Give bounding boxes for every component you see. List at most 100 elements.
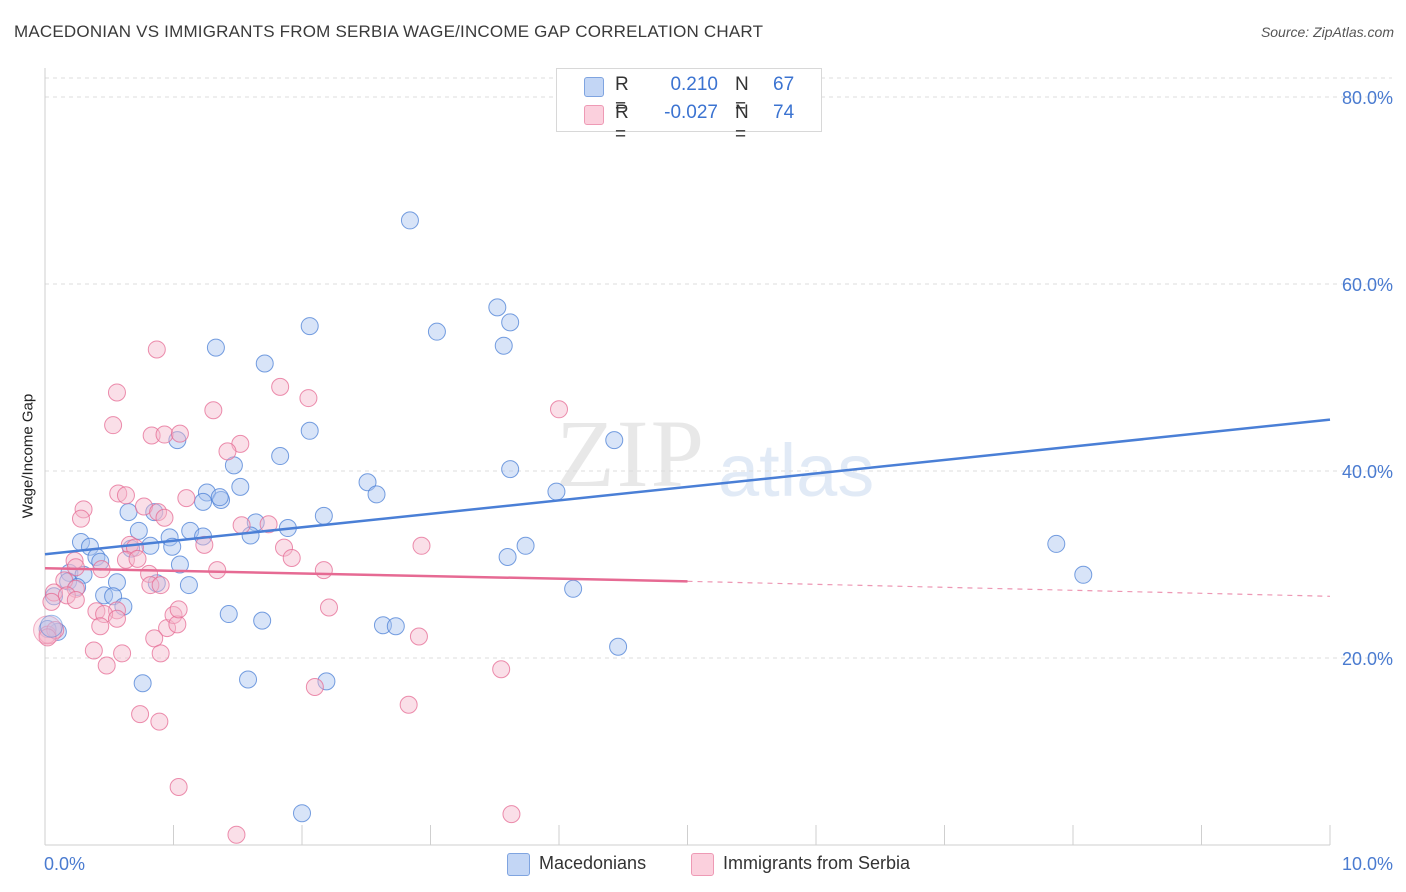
data-point-serbia [169,600,188,619]
data-point-serbia [314,561,333,580]
data-point-serbia [319,598,338,617]
data-point-macedonians [194,492,213,511]
data-point-serbia [164,605,183,624]
data-point-serbia [275,538,294,557]
data-point-serbia [151,644,170,663]
data-point-serbia [299,389,318,408]
data-point-macedonians [501,313,520,332]
watermark-zip: ZIP [556,400,706,507]
data-point-macedonians [1047,534,1066,553]
data-point-serbia [150,712,169,731]
data-point-serbia [170,424,189,443]
data-point-serbia [97,656,116,675]
data-point-macedonians [300,317,319,336]
data-point-serbia [177,489,196,508]
chart-title: MACEDONIAN VS IMMIGRANTS FROM SERBIA WAG… [14,22,764,41]
data-point-serbia [42,592,61,611]
data-point-serbia [116,486,135,505]
data-point-macedonians [564,579,583,598]
data-point-macedonians [498,548,517,567]
x-tick-label: 10.0% [1342,854,1393,874]
data-point-serbia [168,615,187,634]
data-point-macedonians [300,421,319,440]
data-point-macedonians [1074,565,1093,584]
data-point-serbia [57,586,76,605]
data-point-macedonians [609,637,628,656]
data-point-macedonians [386,617,405,636]
data-point-macedonians [231,477,250,496]
data-point-serbia [204,401,223,420]
data-point-serbia [134,497,153,516]
stats-swatch-macedonians [584,77,604,97]
r-label: R = [615,74,629,117]
data-point-macedonians [219,605,238,624]
data-point-macedonians [605,431,624,450]
trend-line-macedonians [44,418,1331,556]
n-value: 67 [773,74,795,95]
data-point-serbia [142,426,161,445]
data-point-serbia [113,644,132,663]
data-point-macedonians [141,536,160,555]
data-point-serbia [259,515,278,534]
y-tick-label: 60.0% [1342,275,1393,295]
r-value: -0.027 [664,102,718,123]
r-label: R = [615,102,629,145]
data-point-serbia [218,442,237,461]
data-point-serbia [155,425,174,444]
data-point-macedonians [239,670,258,689]
data-point-macedonians [314,506,333,525]
data-point-serbia [409,627,428,646]
data-point-serbia [71,509,90,528]
data-point-macedonians [547,482,566,501]
y-tick-label: 40.0% [1342,462,1393,482]
data-point-macedonians [39,614,63,638]
data-point-macedonians [107,573,126,592]
data-point-serbia [550,400,568,419]
stats-box: R = 0.210 N = 67 R = -0.027 N = 74 [556,68,822,145]
y-tick-label: 80.0% [1342,88,1393,108]
data-point-serbia [91,617,110,636]
y-tick-label: 20.0% [1342,649,1393,669]
data-point-serbia [232,516,251,535]
data-point-macedonians [179,576,198,595]
data-point-serbia [305,677,324,696]
data-point-macedonians [367,485,386,504]
data-point-serbia [502,805,521,824]
data-point-macedonians [427,322,446,341]
data-point-serbia [282,548,301,567]
data-point-macedonians [119,503,138,522]
data-point-macedonians [210,488,229,507]
data-point-serbia [271,377,290,396]
data-point-serbia [227,825,246,844]
data-point-serbia [155,508,174,527]
data-point-serbia [151,576,170,595]
data-point-macedonians [95,586,114,605]
data-point-macedonians [255,354,274,373]
r-value: 0.210 [670,74,718,95]
data-point-serbia [412,536,431,555]
data-point-macedonians [400,211,419,230]
data-point-serbia [107,383,126,402]
data-point-serbia [145,629,164,648]
data-point-serbia [141,576,160,595]
data-point-macedonians [293,804,311,823]
n-label: N = [735,74,749,117]
data-point-serbia [104,416,123,435]
x-tick-label: 0.0% [44,854,85,874]
data-point-serbia [66,591,85,610]
legend-label-serbia: Immigrants from Serbia [723,853,911,873]
data-point-serbia [107,609,126,628]
data-point-macedonians [501,460,520,479]
data-point-macedonians [271,447,290,466]
data-point-serbia [147,340,166,359]
data-point-macedonians [358,473,377,492]
data-point-macedonians [129,521,148,540]
data-point-serbia [169,778,188,797]
data-point-serbia [131,705,150,724]
data-point-serbia [109,484,128,503]
data-point-macedonians [317,672,336,691]
source-label: Source: ZipAtlas.com [1260,24,1394,40]
data-point-macedonians [133,674,152,693]
data-point-macedonians [206,338,225,357]
legend-label-macedonians: Macedonians [539,853,647,873]
